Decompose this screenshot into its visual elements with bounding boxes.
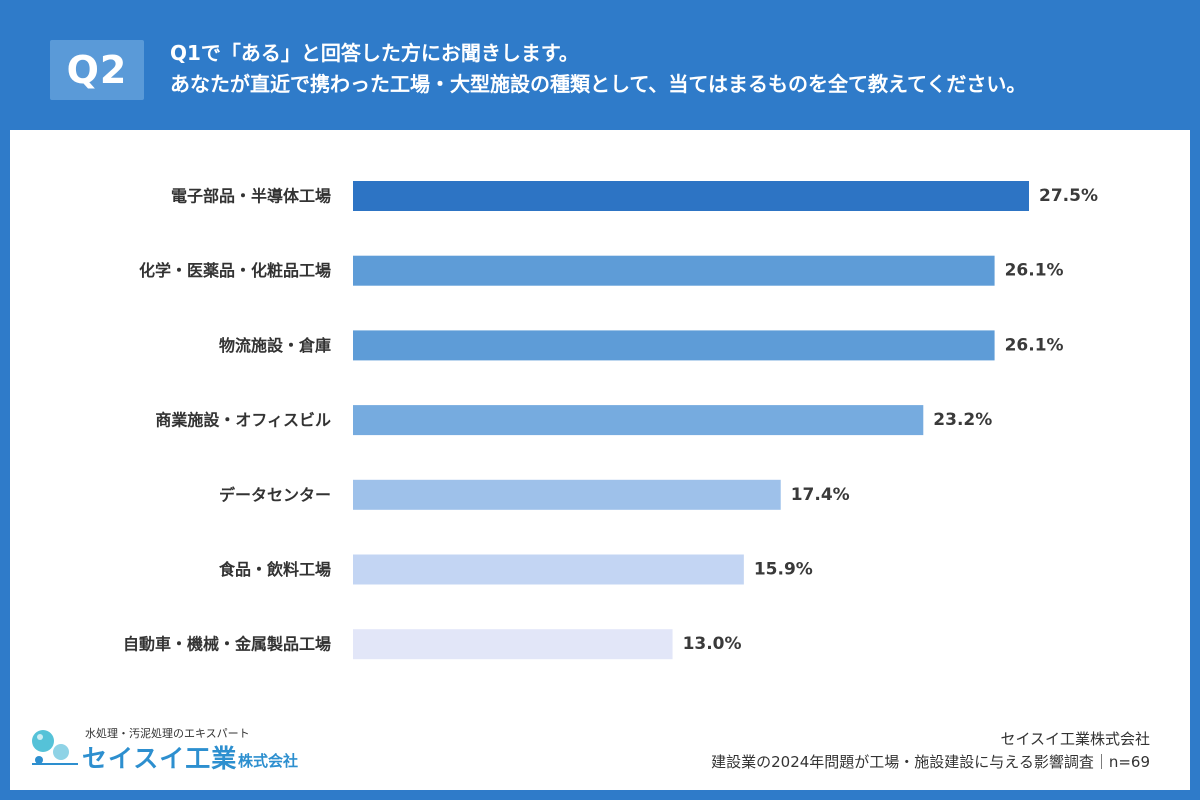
value-label: 17.4% [791, 485, 850, 505]
category-label: 自動車・機械・金属製品工場 [123, 635, 331, 654]
question-badge: Q2 [50, 40, 144, 100]
logo-tagline: 水処理・汚泥処理のエキスパート [85, 727, 250, 740]
value-label: 26.1% [1005, 261, 1064, 281]
footer: セイスイ工業株式会社 建設業の2024年問題が工場・施設建設に与える影響調査｜n… [711, 728, 1150, 774]
bar [353, 330, 995, 361]
question-line-2: あなたが直近で携わった工場・大型施設の種類として、当てはまるものを全て教えてくだ… [170, 72, 1027, 96]
bar [353, 554, 744, 585]
company-logo: 水処理・汚泥処理のエキスパート セイスイ工業 株式会社 [30, 718, 360, 778]
water-drop-logo-icon [32, 730, 78, 765]
bar-chart: 電子部品・半導体工場 27.5% 化学・医薬品・化粧品工場 26.1% 物流施設・倉庫 2… [123, 181, 1098, 660]
value-label: 27.5% [1039, 186, 1098, 206]
value-label: 23.2% [933, 410, 992, 430]
question-line-1: Q1で「ある」と回答した方にお聞きします。 [170, 41, 579, 65]
category-label: 物流施設・倉庫 [219, 336, 331, 355]
question-text: Q1で「ある」と回答した方にお聞きします。 あなたが直近で携わった工場・大型施設… [170, 38, 1170, 100]
logo-suffix: 株式会社 [238, 752, 299, 770]
category-label: 商業施設・オフィスビル [155, 411, 331, 430]
category-label: 食品・飲料工場 [218, 560, 331, 579]
category-label: 電子部品・半導体工場 [171, 187, 331, 206]
bar [353, 405, 924, 436]
bar [353, 181, 1029, 211]
footer-company: セイスイ工業株式会社 [1000, 730, 1150, 748]
logo-name: セイスイ工業 [82, 744, 238, 773]
value-label: 15.9% [754, 560, 813, 580]
header-bar: Q2 Q1で「ある」と回答した方にお聞きします。 あなたが直近で携わった工場・大… [0, 0, 1200, 130]
bar [353, 479, 781, 510]
chart-panel: 電子部品・半導体工場 27.5% 化学・医薬品・化粧品工場 26.1% 物流施設・倉庫 2… [10, 130, 1190, 790]
category-label: データセンター [219, 485, 331, 504]
footer-survey: 建設業の2024年問題が工場・施設建設に与える影響調査｜n=69 [711, 753, 1150, 771]
category-label: 化学・医薬品・化粧品工場 [139, 261, 331, 280]
bar [353, 255, 995, 286]
value-label: 26.1% [1005, 335, 1064, 355]
bar [353, 629, 673, 660]
value-label: 13.0% [683, 634, 742, 654]
